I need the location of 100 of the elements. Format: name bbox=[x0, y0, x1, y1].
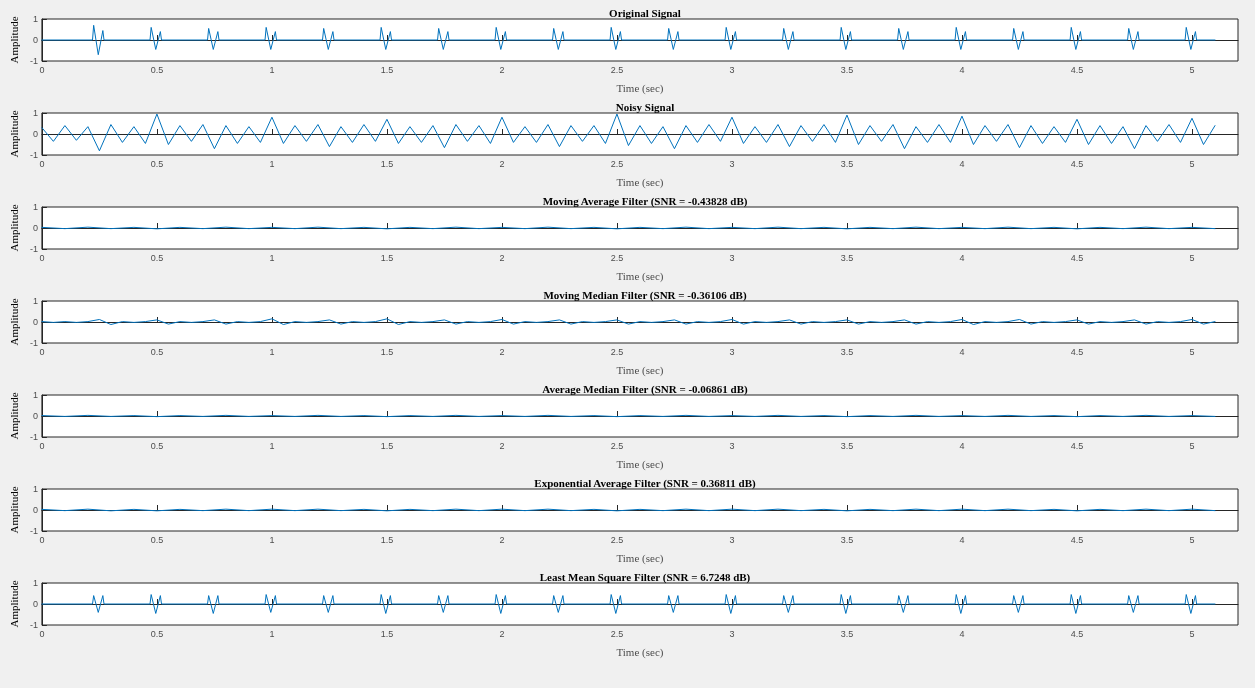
y-tick-label: 1 bbox=[32, 578, 38, 588]
x-tick-label: 0.5 bbox=[150, 346, 164, 357]
y-tick-label: -1 bbox=[29, 620, 38, 630]
line-series bbox=[41, 594, 1216, 614]
chart-title: Average Median Filter (SNR = -0.06861 dB) bbox=[542, 382, 749, 396]
x-tick-label: 3 bbox=[729, 628, 735, 639]
y-tick-label: -1 bbox=[29, 56, 38, 66]
x-tick-label: 3.5 bbox=[840, 346, 854, 357]
x-tick-label: 1 bbox=[269, 158, 275, 169]
x-tick-label: 4 bbox=[959, 534, 965, 545]
x-tick-label: 4.5 bbox=[1070, 628, 1084, 639]
x-tick-label: 1.5 bbox=[380, 252, 394, 263]
x-tick-label: 2 bbox=[499, 628, 505, 639]
y-tick-label: 0 bbox=[32, 505, 38, 515]
y-tick-label: -1 bbox=[29, 244, 38, 254]
x-tick-label: 1 bbox=[269, 346, 275, 357]
line-series bbox=[41, 113, 1216, 152]
x-tick-label: 3 bbox=[729, 346, 735, 357]
x-tick-label: 3.5 bbox=[840, 252, 854, 263]
y-axis-title: Amplitude bbox=[7, 392, 20, 440]
x-tick-label: 1 bbox=[269, 440, 275, 451]
x-tick-label: 2.5 bbox=[610, 440, 624, 451]
x-tick-label: 1.5 bbox=[380, 534, 394, 545]
x-tick-label: 0 bbox=[39, 440, 45, 451]
x-tick-label: 2.5 bbox=[610, 252, 624, 263]
x-tick-label: 3.5 bbox=[840, 440, 854, 451]
x-tick-label: 2 bbox=[499, 440, 505, 451]
x-tick-label: 5 bbox=[1189, 534, 1195, 545]
x-tick-label: 5 bbox=[1189, 346, 1195, 357]
x-tick-label: 5 bbox=[1189, 158, 1195, 169]
x-tick-label: 4 bbox=[959, 252, 965, 263]
chart-title: Original Signal bbox=[609, 6, 681, 19]
x-tick-label: 3.5 bbox=[840, 628, 854, 639]
x-axis-title: Time (sec) bbox=[616, 269, 664, 283]
x-tick-label: 2 bbox=[499, 64, 505, 75]
x-tick-label: 0 bbox=[39, 346, 45, 357]
x-tick-label: 2.5 bbox=[610, 64, 624, 75]
y-tick-label: 0 bbox=[32, 129, 38, 139]
y-tick-label: 1 bbox=[32, 390, 38, 400]
x-tick-label: 2 bbox=[499, 158, 505, 169]
y-axis-title: Amplitude bbox=[7, 298, 20, 346]
x-tick-label: 0 bbox=[39, 158, 45, 169]
x-tick-label: 0.5 bbox=[150, 534, 164, 545]
x-tick-label: 1.5 bbox=[380, 628, 394, 639]
chart-title: Moving Average Filter (SNR = -0.43828 dB) bbox=[542, 194, 748, 208]
x-tick-label: 0.5 bbox=[150, 440, 164, 451]
y-tick-label: -1 bbox=[29, 338, 38, 348]
x-tick-label: 4 bbox=[959, 158, 965, 169]
x-tick-label: 1 bbox=[269, 252, 275, 263]
x-tick-label: 0.5 bbox=[150, 158, 164, 169]
y-axis-title: Amplitude bbox=[7, 204, 20, 252]
x-axis-title: Time (sec) bbox=[616, 363, 664, 377]
y-axis-title: Amplitude bbox=[7, 486, 20, 534]
y-tick-label: -1 bbox=[29, 432, 38, 442]
x-tick-label: 4.5 bbox=[1070, 346, 1084, 357]
chart-title: Noisy Signal bbox=[615, 100, 675, 113]
chart-title: Least Mean Square Filter (SNR = 6.7248 dB) bbox=[539, 570, 751, 584]
y-tick-label: 1 bbox=[32, 296, 38, 306]
x-tick-label: 3 bbox=[729, 158, 735, 169]
x-tick-label: 1 bbox=[269, 628, 275, 639]
x-tick-label: 3.5 bbox=[840, 158, 854, 169]
x-tick-label: 0 bbox=[39, 252, 45, 263]
x-tick-label: 3 bbox=[729, 252, 735, 263]
x-tick-label: 1 bbox=[269, 534, 275, 545]
y-tick-label: -1 bbox=[29, 526, 38, 536]
x-tick-label: 5 bbox=[1189, 440, 1195, 451]
x-tick-label: 0 bbox=[39, 534, 45, 545]
x-axis-title: Time (sec) bbox=[616, 81, 664, 95]
x-tick-label: 1.5 bbox=[380, 346, 394, 357]
chart-title: Moving Median Filter (SNR = -0.36106 dB) bbox=[543, 288, 747, 302]
x-tick-label: 4.5 bbox=[1070, 158, 1084, 169]
y-tick-label: 1 bbox=[32, 484, 38, 494]
y-axis-title: Amplitude bbox=[7, 580, 20, 628]
x-tick-label: 1.5 bbox=[380, 158, 394, 169]
x-tick-label: 4.5 bbox=[1070, 534, 1084, 545]
x-tick-label: 4.5 bbox=[1070, 252, 1084, 263]
x-tick-label: 3 bbox=[729, 534, 735, 545]
x-tick-label: 3.5 bbox=[840, 64, 854, 75]
x-tick-label: 4.5 bbox=[1070, 64, 1084, 75]
y-tick-label: 0 bbox=[32, 223, 38, 233]
x-tick-label: 2 bbox=[499, 252, 505, 263]
x-tick-label: 5 bbox=[1189, 252, 1195, 263]
y-tick-label: 0 bbox=[32, 599, 38, 609]
x-tick-label: 0.5 bbox=[150, 252, 164, 263]
x-tick-label: 0.5 bbox=[150, 628, 164, 639]
y-tick-label: 1 bbox=[32, 202, 38, 212]
x-tick-label: 0 bbox=[39, 628, 45, 639]
y-axis-title: Amplitude bbox=[7, 16, 20, 64]
x-tick-label: 4 bbox=[959, 346, 965, 357]
x-tick-label: 2.5 bbox=[610, 628, 624, 639]
x-tick-label: 2.5 bbox=[610, 158, 624, 169]
x-tick-label: 2.5 bbox=[610, 346, 624, 357]
x-tick-label: 1.5 bbox=[380, 64, 394, 75]
x-axis-title: Time (sec) bbox=[616, 175, 664, 189]
x-axis-title: Time (sec) bbox=[616, 645, 664, 659]
x-tick-label: 5 bbox=[1189, 628, 1195, 639]
x-tick-label: 0 bbox=[39, 64, 45, 75]
x-tick-label: 2 bbox=[499, 346, 505, 357]
y-tick-label: -1 bbox=[29, 150, 38, 160]
x-tick-label: 1.5 bbox=[380, 440, 394, 451]
